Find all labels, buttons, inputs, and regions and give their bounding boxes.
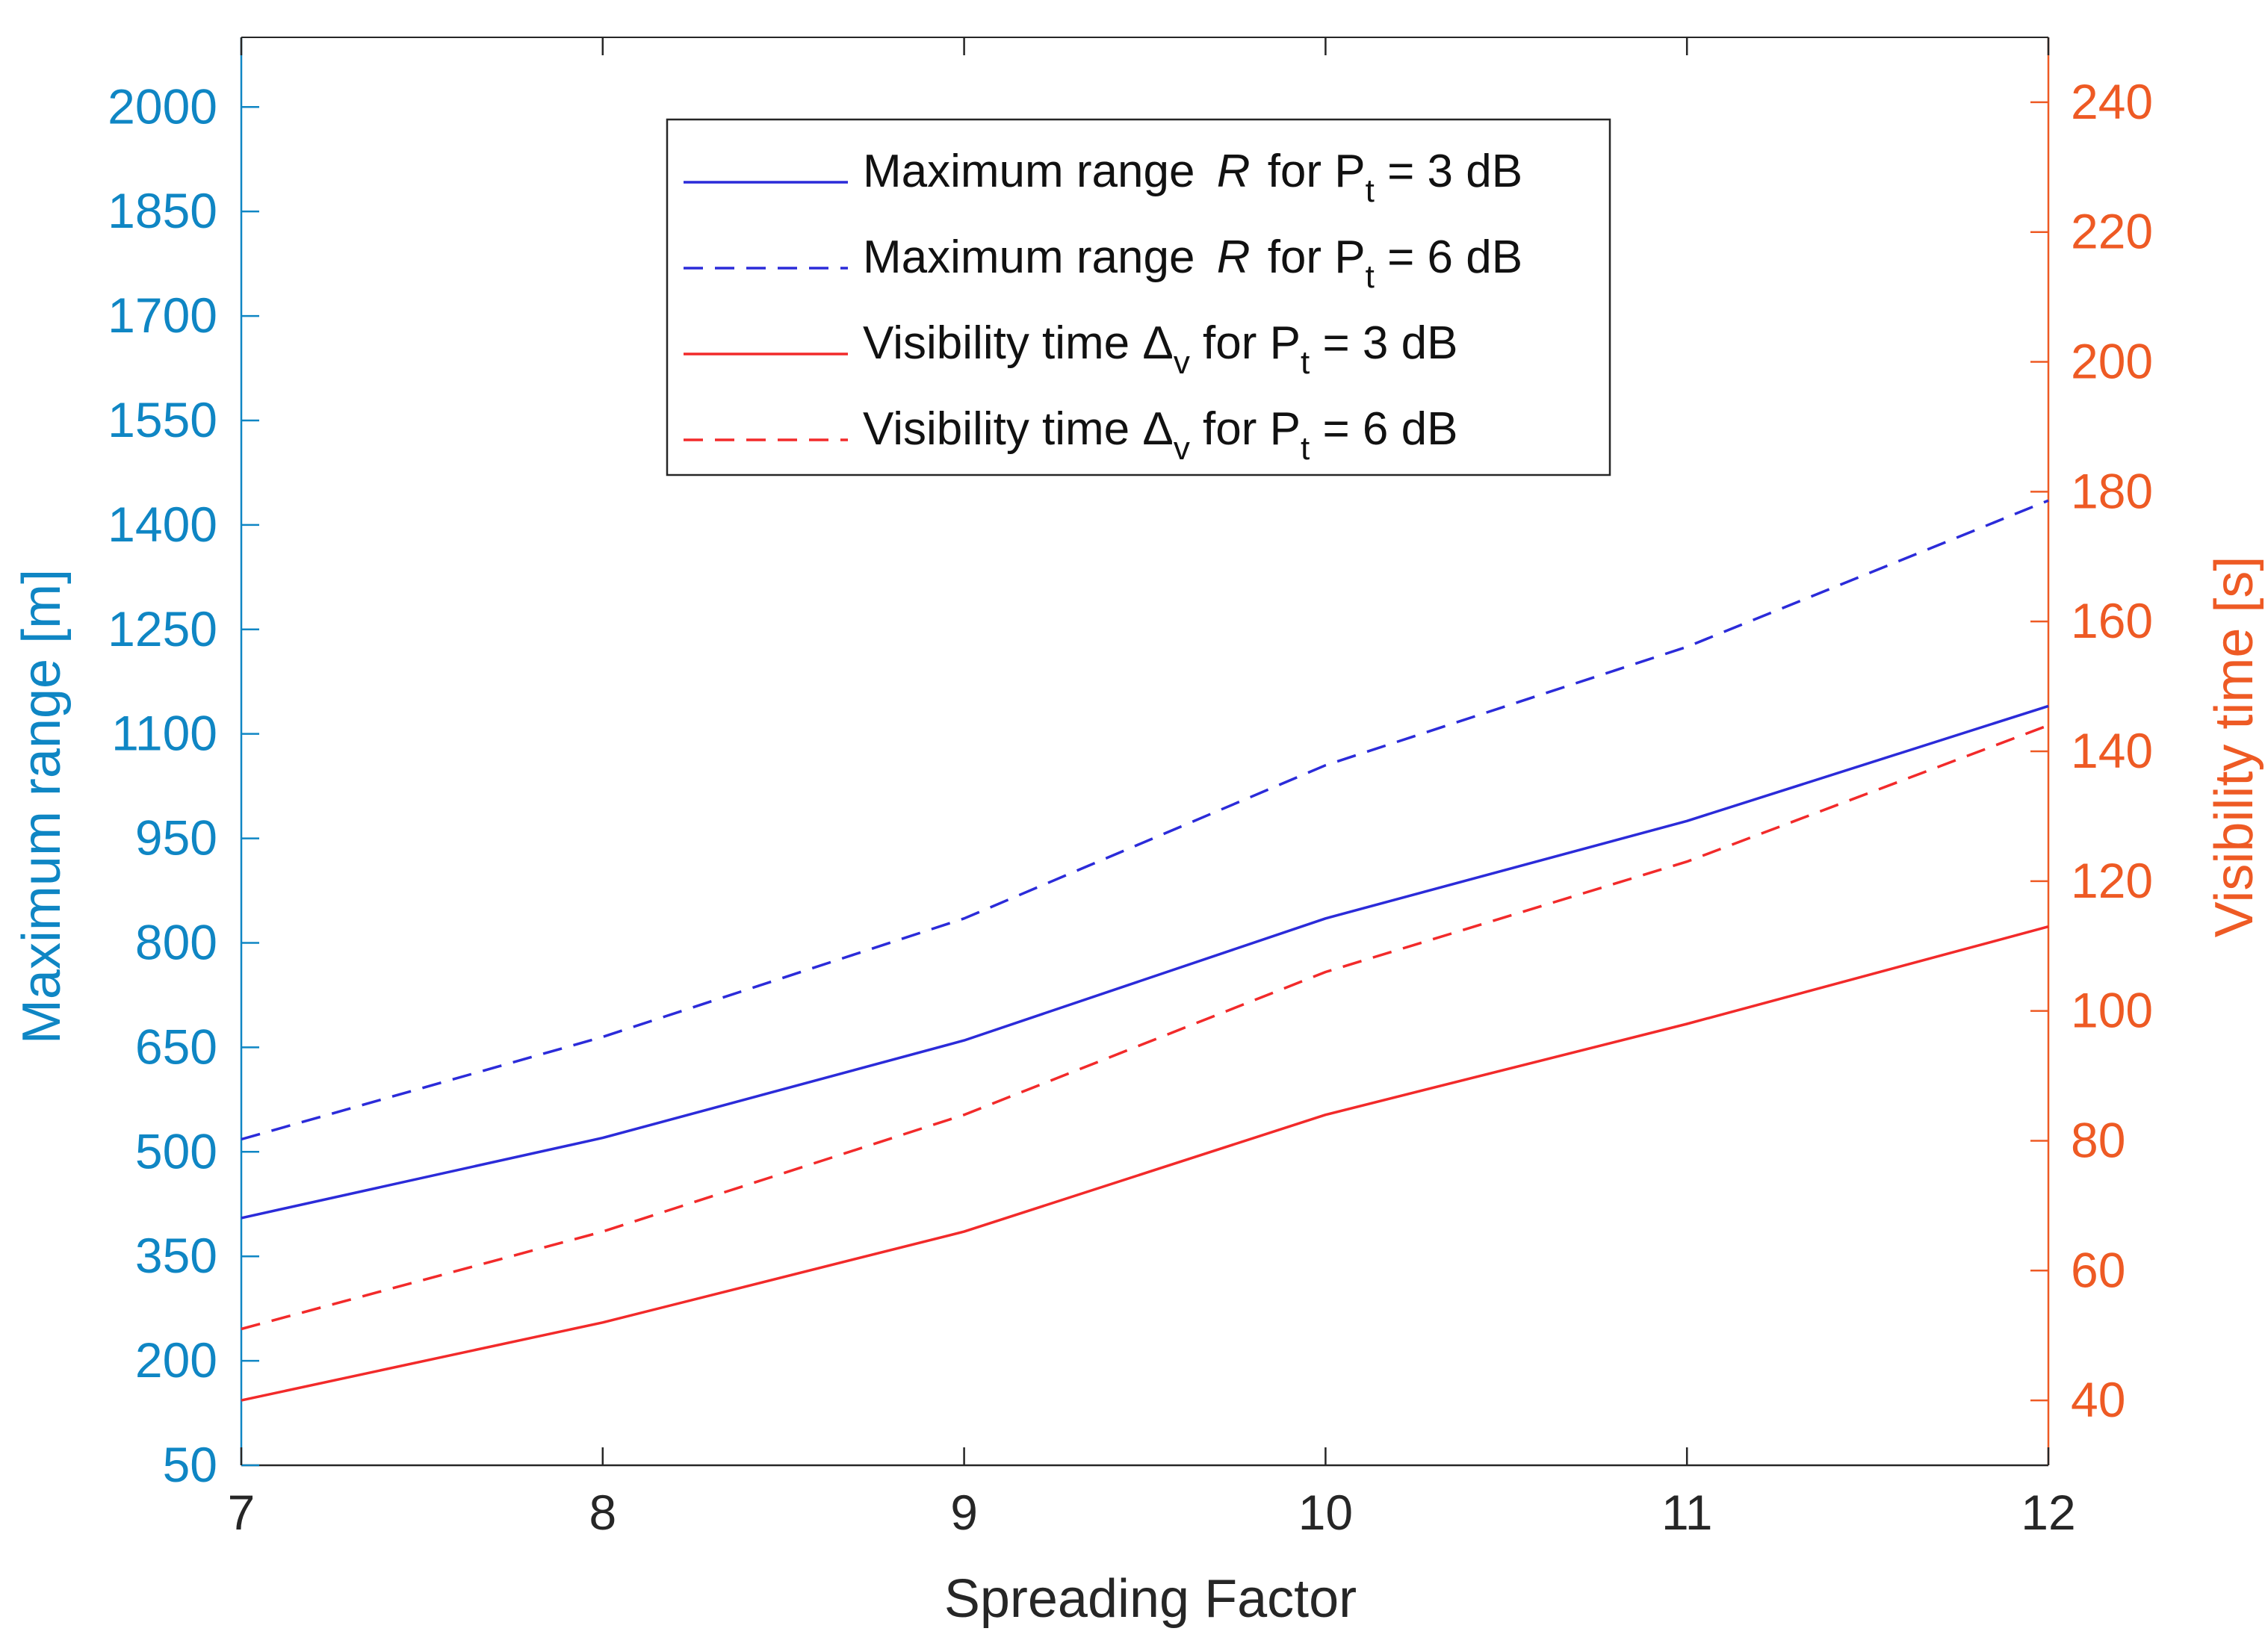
y-right-tick-label: 200 <box>2071 334 2153 389</box>
y-right-tick-label: 60 <box>2071 1242 2125 1297</box>
y-left-tick-label: 1100 <box>111 706 217 761</box>
y-left-tick-label: 1850 <box>108 183 217 238</box>
legend-entry-4: Visibility time Δv for Pt = 6 dB <box>863 403 1457 467</box>
y-left-tick-label: 2000 <box>108 78 217 134</box>
y-right-tick-label: 120 <box>2071 853 2153 908</box>
y-axis-right: 40 60 80 100 120 140 160 180 200 220 240 <box>2030 74 2153 1427</box>
x-tick-label: 8 <box>589 1485 616 1540</box>
y-axis-left-label: Maximum range [m] <box>12 569 72 1044</box>
y-right-tick-label: 100 <box>2071 983 2153 1038</box>
legend-box <box>666 118 1611 476</box>
series-line-1 <box>241 704 2049 1220</box>
y-right-tick-label: 140 <box>2071 723 2153 778</box>
y-right-tick-label: 40 <box>2071 1372 2125 1427</box>
y-right-tick-label: 240 <box>2071 74 2153 129</box>
x-tick-label: 7 <box>228 1485 255 1540</box>
y-left-tick-label: 650 <box>135 1019 217 1074</box>
y-left-tick-label: 500 <box>135 1123 217 1178</box>
series-line-3 <box>241 925 2049 1402</box>
y-left-tick-label: 1550 <box>108 392 217 447</box>
y-left-tick-label: 50 <box>163 1437 217 1492</box>
x-tick-label: 9 <box>950 1485 978 1540</box>
y-left-tick-label: 1400 <box>108 497 217 552</box>
legend-entry-1: Maximum range R for Pt = 3 dB <box>863 146 1522 209</box>
y-right-tick-label: 80 <box>2071 1112 2125 1167</box>
y-right-tick-label: 220 <box>2071 204 2153 259</box>
legend: Maximum range R for Pt = 3 dB Maximum ran… <box>666 118 1611 476</box>
series-line-4 <box>241 724 2049 1331</box>
x-tick-label: 10 <box>1298 1485 1353 1540</box>
y-right-tick-label: 180 <box>2071 463 2153 518</box>
series-layer <box>241 499 2049 1402</box>
y-left-tick-label: 800 <box>135 914 217 969</box>
x-axis: 7 8 9 10 11 12 <box>228 37 2076 1540</box>
legend-entry-2: Maximum range R for Pt = 6 dB <box>863 232 1522 295</box>
x-axis-label: Spreading Factor <box>944 1569 1357 1629</box>
x-tick-label: 12 <box>2021 1485 2075 1540</box>
y-left-tick-label: 1700 <box>108 288 217 343</box>
y-axis-left: 50 200 350 500 650 800 950 1100 1250 1400 1550 1700… <box>108 78 259 1492</box>
y-axis-right-label: Visibility time [s] <box>2205 556 2264 938</box>
y-right-tick-label: 160 <box>2071 593 2153 648</box>
y-left-tick-label: 950 <box>135 810 217 866</box>
series-line-2 <box>241 499 2049 1141</box>
x-tick-label: 11 <box>1661 1485 1713 1540</box>
y-left-tick-label: 200 <box>135 1332 217 1388</box>
y-left-tick-label: 350 <box>135 1228 217 1283</box>
y-left-tick-label: 1250 <box>108 601 217 656</box>
legend-entry-3: Visibility time Δv for Pt = 3 dB <box>863 317 1457 381</box>
